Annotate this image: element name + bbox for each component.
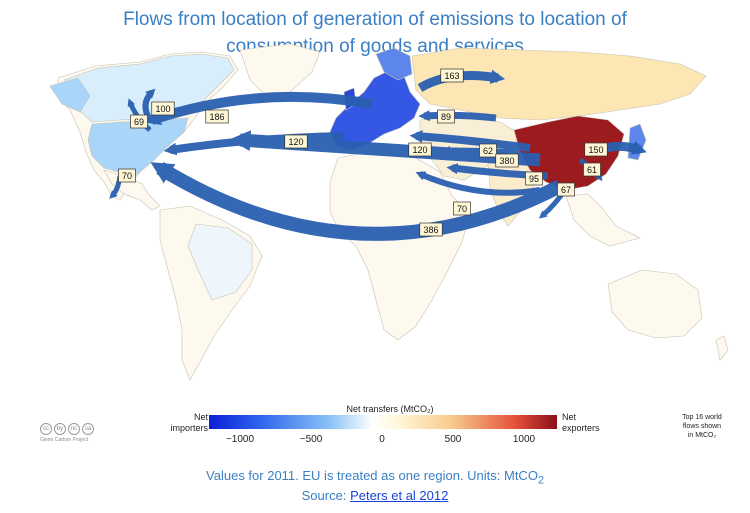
source-link[interactable]: Peters et al 2012: [350, 488, 449, 503]
flow-arrow-386: [150, 162, 564, 241]
southeast-asia: [565, 193, 641, 247]
flow-label-box: [583, 162, 601, 177]
flow-label-f120b: 120: [408, 142, 432, 157]
flow-label-f150: 150: [584, 142, 608, 157]
flow-label-box: [130, 114, 148, 129]
title-line-1: Flows from location of generation of emi…: [123, 9, 627, 30]
flow-arrow-120-china-eu: [409, 130, 531, 152]
flow-label-box: [557, 182, 575, 197]
flow-label-text: 61: [587, 165, 597, 175]
flow-label-box: [525, 171, 543, 186]
japan: [627, 123, 647, 161]
flow-label-box: [419, 222, 443, 237]
flow-label-f69: 69: [130, 114, 148, 129]
flow-label-box: [205, 109, 229, 124]
footer-text: Values for 2011. EU is treated as one re…: [206, 468, 538, 483]
flow-label-text: 120: [288, 137, 303, 147]
flow-label-f62: 62: [479, 143, 497, 158]
flow-label-box: [495, 153, 519, 168]
footer-note: Values for 2011. EU is treated as one re…: [0, 468, 750, 487]
flow-label-f61: 61: [583, 162, 601, 177]
flow-label-box: [584, 142, 608, 157]
flow-label-f186: 186: [205, 109, 229, 124]
new-zealand: [715, 335, 729, 361]
flow-label-text: 100: [155, 104, 170, 114]
flow-label-f120a: 120: [284, 134, 308, 149]
footer-source: Source: Peters et al 2012: [0, 488, 750, 503]
flow-label-text: 70: [457, 204, 467, 214]
flow-label-text: 95: [529, 174, 539, 184]
alaska: [49, 77, 91, 113]
flow-label-f67: 67: [557, 182, 575, 197]
flow-label-box: [479, 143, 497, 158]
greenland: [239, 43, 321, 97]
flow-label-text: 186: [209, 112, 224, 122]
africa: [329, 149, 471, 341]
flow-arrow-150: [604, 140, 647, 155]
australia: [607, 269, 703, 339]
flow-arrow-70-asia: [415, 171, 541, 196]
flow-label-text: 69: [134, 117, 144, 127]
flow-label-box: [118, 168, 136, 183]
flow-label-f70b: 70: [118, 168, 136, 183]
flow-label-box: [437, 109, 455, 124]
scandinavia: [375, 47, 413, 81]
flow-label-f163: 163: [440, 68, 464, 83]
flow-arrow-100: [142, 88, 156, 122]
flow-arrow-186: [144, 91, 373, 126]
flow-label-f386: 386: [419, 222, 443, 237]
flow-label-f380: 380: [495, 153, 519, 168]
flow-label-text: 150: [588, 145, 603, 155]
flow-label-text: 67: [561, 185, 571, 195]
flow-label-box: [408, 142, 432, 157]
flow-label-text: 62: [483, 146, 493, 156]
flow-label-box: [453, 201, 471, 216]
flow-arrow-89: [418, 110, 497, 122]
flow-label-f100: 100: [151, 101, 175, 116]
flow-label-f70a: 70: [453, 201, 471, 216]
flow-label-text: 70: [122, 171, 132, 181]
footer-subscript: 2: [537, 474, 544, 487]
flow-label-box: [151, 101, 175, 116]
flow-label-f95: 95: [525, 171, 543, 186]
flow-label-f89: 89: [437, 109, 455, 124]
flow-label-text: 89: [441, 112, 451, 122]
russia: [411, 47, 707, 121]
flow-label-text: 386: [423, 225, 438, 235]
flow-label-text: 380: [499, 156, 514, 166]
flow-label-text: 163: [444, 71, 459, 81]
flow-label-box: [440, 68, 464, 83]
source-prefix: Source:: [301, 488, 351, 503]
flow-label-box: [284, 134, 308, 149]
flow-label-text: 120: [412, 145, 427, 155]
brazil: [187, 223, 253, 301]
